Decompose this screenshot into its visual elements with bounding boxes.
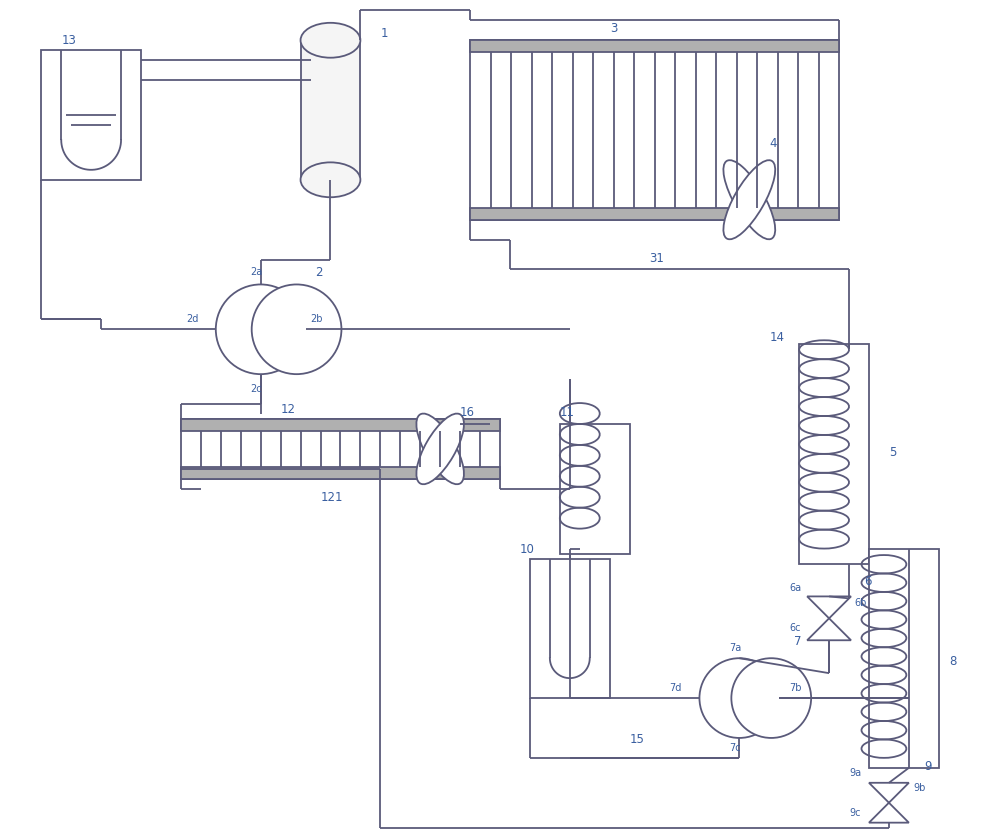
Bar (41, 50, 141, 180)
Bar (560, 424, 630, 554)
Polygon shape (869, 803, 909, 823)
Circle shape (699, 659, 779, 738)
Bar (181, 419, 500, 431)
Text: 9b: 9b (914, 783, 926, 793)
Text: 9a: 9a (849, 768, 861, 778)
Text: 2c: 2c (251, 384, 262, 394)
Text: 6c: 6c (789, 623, 801, 633)
Bar (869, 549, 939, 768)
Bar (181, 419, 500, 479)
Ellipse shape (723, 160, 775, 239)
Text: 5: 5 (889, 446, 896, 459)
Text: 2a: 2a (251, 268, 263, 278)
Ellipse shape (416, 414, 464, 484)
Polygon shape (807, 597, 851, 618)
Text: 15: 15 (630, 733, 645, 746)
Text: 2d: 2d (186, 315, 198, 325)
Text: 3: 3 (610, 23, 617, 35)
Text: 7: 7 (794, 635, 802, 649)
Ellipse shape (301, 23, 360, 58)
Bar (181, 466, 500, 479)
Circle shape (252, 284, 341, 374)
Text: 7d: 7d (670, 683, 682, 693)
Text: 6: 6 (864, 576, 871, 588)
Text: 2b: 2b (311, 315, 323, 325)
Text: 12: 12 (281, 403, 296, 416)
Text: 14: 14 (769, 331, 784, 344)
Text: 13: 13 (61, 34, 76, 47)
Text: 16: 16 (460, 406, 475, 419)
Bar (301, 40, 360, 180)
Text: 6a: 6a (789, 583, 801, 593)
Polygon shape (807, 618, 851, 640)
Text: 10: 10 (520, 543, 535, 555)
Bar (470, 40, 839, 220)
Text: 2: 2 (316, 267, 323, 279)
Text: 4: 4 (769, 137, 777, 150)
Ellipse shape (723, 160, 775, 239)
Text: 121: 121 (320, 491, 343, 503)
Text: 6b: 6b (854, 598, 866, 608)
Circle shape (216, 284, 306, 374)
Text: 8: 8 (949, 655, 956, 668)
Ellipse shape (416, 414, 464, 484)
Bar (470, 208, 839, 220)
Text: 7b: 7b (789, 683, 802, 693)
Ellipse shape (301, 163, 360, 197)
Text: 1: 1 (380, 27, 388, 40)
Polygon shape (869, 783, 909, 803)
Text: 31: 31 (650, 252, 664, 264)
Text: 7a: 7a (729, 644, 742, 654)
Bar (530, 559, 610, 698)
Circle shape (731, 659, 811, 738)
Text: 9c: 9c (849, 808, 861, 818)
Text: 7c: 7c (729, 743, 741, 753)
Text: 9: 9 (924, 760, 931, 773)
Text: 11: 11 (560, 406, 575, 419)
Bar (470, 40, 839, 52)
Bar (799, 344, 869, 564)
